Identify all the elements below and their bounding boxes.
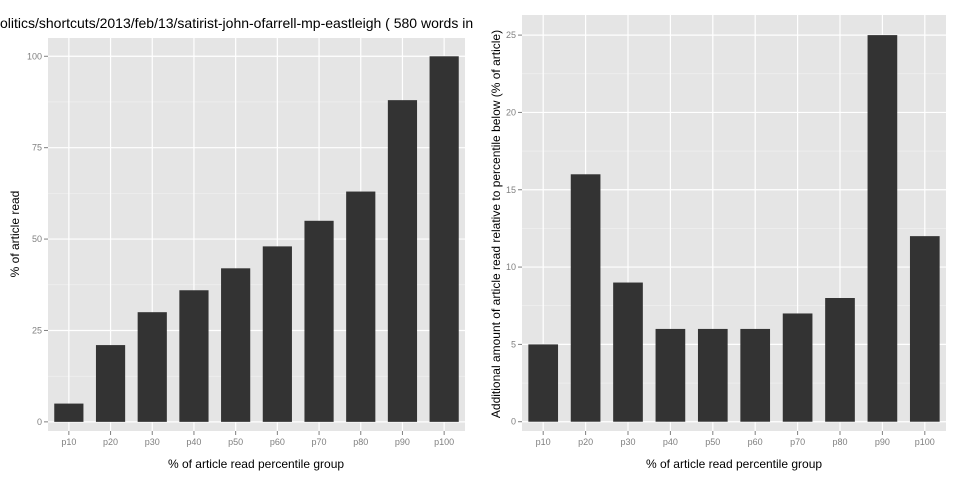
x-axis-title: % of article read percentile group — [168, 457, 344, 471]
bar-p50 — [221, 268, 251, 422]
x-tick-label: p100 — [434, 437, 454, 447]
bars — [54, 56, 459, 422]
bar-p70 — [782, 313, 813, 422]
x-tick-label: p40 — [186, 437, 201, 447]
y-axis-ticks: 0 25 50 75 100 — [27, 51, 48, 427]
bar-p40 — [179, 290, 209, 422]
bar-p50 — [697, 328, 728, 422]
x-tick-label: p30 — [145, 437, 160, 447]
y-axis-title: % of article read — [8, 191, 22, 278]
x-tick-label: p70 — [790, 437, 805, 447]
bar-p20 — [570, 174, 601, 422]
y-tick-label: 0 — [511, 417, 516, 427]
x-tick-label: p80 — [353, 437, 368, 447]
x-tick-label: p10 — [536, 437, 551, 447]
bar-p80 — [346, 191, 376, 422]
x-tick-label: p20 — [103, 437, 118, 447]
bar-p90 — [387, 100, 418, 422]
bar-p60 — [262, 246, 292, 422]
chart-left: olitics/shortcuts/2013/feb/13/satirist-j… — [0, 15, 473, 471]
y-tick-label: 20 — [506, 107, 516, 117]
y-tick-label: 25 — [506, 30, 516, 40]
x-tick-label: p90 — [875, 437, 890, 447]
x-tick-label: p50 — [705, 437, 720, 447]
bar-p30 — [137, 312, 167, 422]
x-axis-title: % of article read percentile group — [646, 457, 822, 471]
bars — [528, 35, 940, 422]
x-tick-label: p60 — [270, 437, 285, 447]
y-tick-label: 25 — [32, 325, 42, 335]
chart-title: olitics/shortcuts/2013/feb/13/satirist-j… — [0, 15, 473, 31]
x-tick-label: p60 — [748, 437, 763, 447]
bar-p60 — [740, 328, 771, 422]
y-tick-label: 0 — [37, 417, 42, 427]
x-tick-label: p20 — [578, 437, 593, 447]
x-axis-ticks: p10 p20 p30 p40 p50 p60 p70 p80 p90 p100 — [536, 431, 935, 447]
x-tick-label: p40 — [663, 437, 678, 447]
y-axis-title: Additional amount of article read relati… — [489, 30, 503, 418]
bar-p100 — [429, 56, 459, 422]
y-tick-label: 10 — [506, 262, 516, 272]
bar-p20 — [95, 345, 126, 422]
x-tick-label: p70 — [312, 437, 327, 447]
bar-p40 — [655, 328, 686, 422]
y-axis-ticks: 0 5 10 15 20 25 — [506, 30, 522, 427]
bar-p80 — [825, 298, 855, 422]
bar-p70 — [304, 220, 334, 422]
y-tick-label: 5 — [511, 339, 516, 349]
x-tick-label: p30 — [620, 437, 635, 447]
bar-p100 — [909, 236, 940, 422]
x-axis-ticks: p10 p20 p30 p40 p50 p60 p70 p80 p90 p100 — [61, 431, 454, 447]
x-tick-label: p100 — [915, 437, 935, 447]
x-tick-label: p90 — [395, 437, 410, 447]
y-tick-label: 75 — [32, 143, 42, 153]
y-tick-label: 50 — [32, 234, 42, 244]
y-tick-label: 15 — [506, 185, 516, 195]
bar-p30 — [613, 282, 643, 422]
bar-p90 — [867, 35, 898, 422]
x-tick-label: p50 — [228, 437, 243, 447]
bar-p10 — [528, 344, 559, 422]
x-tick-label: p80 — [832, 437, 847, 447]
x-tick-label: p10 — [61, 437, 76, 447]
bar-p10 — [54, 403, 84, 422]
y-tick-label: 100 — [27, 51, 42, 61]
